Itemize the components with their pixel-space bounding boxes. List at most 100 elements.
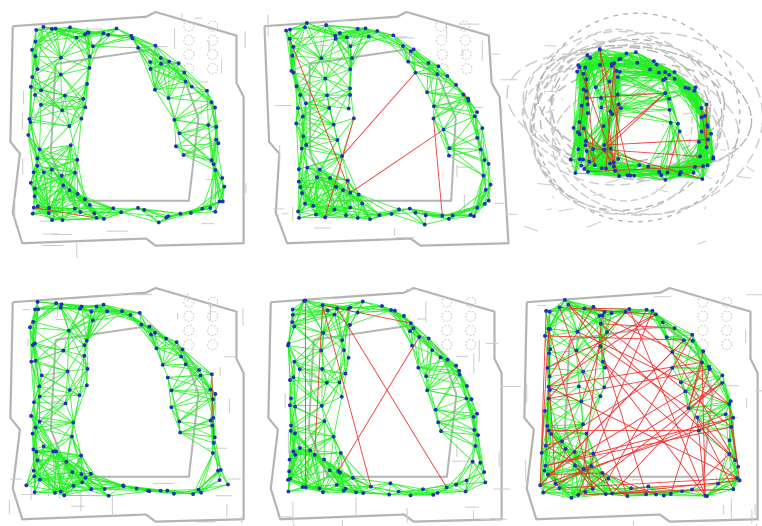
pose-node (59, 55, 63, 60)
pose-node (323, 215, 328, 220)
pose-node (408, 493, 413, 498)
pose-node (571, 125, 576, 130)
inlier-edge (39, 421, 57, 452)
inlier-edge (294, 350, 322, 363)
inlier-edge (305, 102, 334, 125)
pose-node (53, 26, 58, 31)
inlier-edge (352, 477, 391, 484)
pose-node (177, 419, 182, 424)
inlier-edge (76, 37, 94, 47)
inlier-edge (603, 70, 617, 127)
pose-node (472, 428, 477, 432)
inlier-edge (37, 57, 62, 70)
outlier-edge (691, 453, 730, 490)
inlier-edge (306, 144, 343, 157)
pose-node (213, 392, 218, 396)
pose-node (79, 304, 84, 309)
inlier-edge (309, 420, 325, 451)
inlier-edge (76, 118, 82, 160)
pose-node (208, 418, 213, 423)
pose-node (167, 59, 172, 64)
inlier-edge (545, 423, 584, 446)
pose-node (322, 419, 327, 423)
pose-node (32, 186, 37, 191)
inlier-edge (293, 72, 326, 80)
pose-node (410, 343, 414, 348)
pose-node (696, 428, 701, 433)
pose-node (610, 491, 615, 496)
pose-node (153, 330, 157, 335)
inlier-edge (131, 35, 156, 47)
inlier-edge (410, 322, 429, 339)
pose-node (49, 167, 54, 172)
inlier-edge (81, 306, 94, 321)
inlier-edge (323, 332, 343, 341)
inlier-edge (304, 177, 318, 204)
inlier-edge (701, 158, 714, 180)
pose-node (480, 126, 485, 131)
inlier-edge (305, 470, 339, 488)
pose-node (676, 121, 680, 126)
pose-node (72, 206, 77, 211)
pose-node (546, 384, 551, 389)
inlier-edge (182, 349, 213, 375)
inlier-edge (376, 30, 409, 62)
pose-node (33, 307, 37, 312)
inlier-edge (80, 455, 106, 490)
inlier-edge (664, 122, 672, 180)
pose-node (573, 463, 577, 468)
inlier-edge (191, 86, 208, 92)
inlier-edge (67, 371, 71, 391)
inlier-edge (600, 107, 612, 149)
pose-node (350, 56, 354, 60)
inlier-edge (296, 86, 304, 117)
pose-node (401, 44, 405, 48)
pose-node (446, 217, 451, 221)
pose-node (356, 192, 361, 197)
pose-node (439, 429, 443, 434)
inlier-edge (35, 330, 70, 362)
pose-node (576, 147, 581, 152)
pose-node (36, 307, 41, 312)
inlier-edge (29, 118, 70, 127)
pose-node (64, 459, 69, 464)
inlier-edge (68, 83, 88, 127)
inlier-edge (612, 109, 670, 115)
inlier-edge (215, 126, 219, 144)
pose-node (598, 63, 602, 67)
pose-node (441, 127, 446, 132)
inlier-edge (131, 35, 162, 65)
pose-node (220, 199, 225, 204)
inlier-edge (302, 103, 307, 137)
pose-node (573, 171, 578, 175)
pose-node (333, 33, 338, 38)
pose-node (566, 302, 571, 307)
inlier-edge (64, 488, 92, 496)
pose-node (87, 54, 92, 59)
inlier-edge (43, 446, 73, 473)
inlier-edge (415, 72, 457, 86)
inlier-edge (139, 312, 142, 325)
pose-node (65, 369, 70, 374)
pose-node (607, 79, 612, 84)
inlier-edge (448, 149, 481, 157)
inlier-edge (220, 469, 229, 485)
pose-node (308, 448, 313, 453)
pose-node (213, 105, 217, 110)
inlier-edge (35, 360, 68, 372)
pose-node (632, 173, 637, 178)
inlier-edge (672, 351, 710, 370)
inlier-edge (201, 186, 225, 210)
inlier-edge (369, 213, 392, 220)
pose-node (304, 143, 309, 147)
inlier-edge (415, 72, 448, 77)
inlier-edge (37, 68, 61, 75)
pose-node (160, 362, 165, 367)
inlier-edge (192, 479, 220, 495)
inlier-edge (435, 409, 475, 431)
pose-node (41, 444, 46, 449)
inlier-edge (433, 105, 475, 117)
pose-node (83, 105, 88, 110)
pose-node (181, 153, 186, 157)
inlier-edge (171, 406, 211, 421)
